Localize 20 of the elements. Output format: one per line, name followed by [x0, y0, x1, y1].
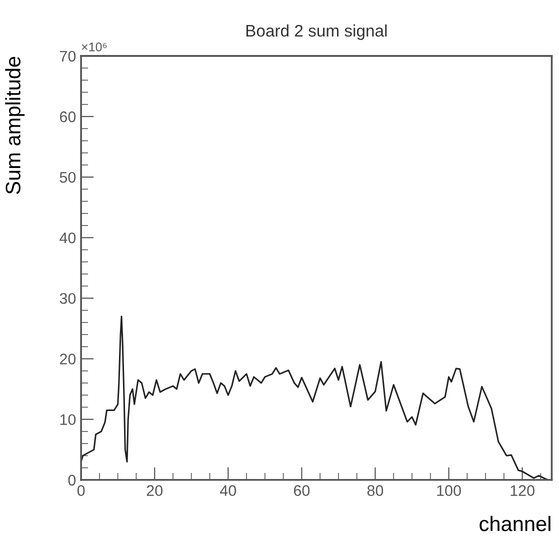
- x-tick-label: 20: [146, 485, 162, 496]
- line-series: [81, 316, 549, 480]
- x-tick-label: 40: [220, 485, 236, 496]
- x-tick-label: 60: [294, 485, 310, 496]
- y-tick-label: 60: [60, 111, 76, 122]
- x-tick-label: 0: [77, 485, 85, 496]
- x-tick-label: 80: [367, 485, 384, 496]
- y-tick-label: 0: [68, 474, 76, 486]
- y-tick-label: 20: [60, 354, 76, 364]
- x-axis-title: channel: [480, 516, 550, 532]
- y-tick-label: 40: [60, 232, 76, 244]
- text: ×10⁶: [82, 42, 107, 52]
- y-tick-label: 30: [60, 293, 76, 304]
- y-tick-label: 70: [60, 50, 76, 62]
- x-tick-label: 120: [510, 485, 534, 496]
- x-tick-label: 100: [437, 485, 461, 496]
- chart-title: Board 2 sum signal: [246, 24, 387, 40]
- y-tick-label: 10: [60, 414, 76, 426]
- y-tick-label: 50: [60, 172, 76, 183]
- y-axis-title: Sum amplitude: [5, 56, 25, 194]
